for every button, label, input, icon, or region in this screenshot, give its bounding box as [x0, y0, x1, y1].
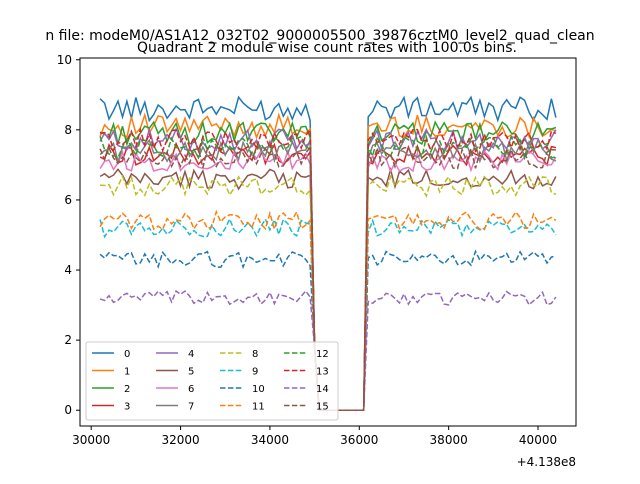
chart-title: Quadrant 2 module wise count rates with …	[137, 40, 517, 56]
y-tick-label: 2	[64, 333, 72, 347]
y-tick-label: 0	[64, 403, 72, 417]
legend-label-6: 6	[188, 384, 194, 395]
figure-suptitle: n file: modeM0/AS1A12_032T02_9000005500_…	[45, 28, 594, 44]
legend-box	[85, 341, 339, 421]
legend-label-5: 5	[188, 367, 194, 378]
y-axis: 0 2 4 6 8 10	[57, 53, 80, 417]
legend-label-14: 14	[316, 384, 329, 395]
legend-label-2: 2	[124, 384, 130, 395]
legend-label-8: 8	[252, 349, 258, 360]
legend-label-7: 7	[188, 402, 194, 413]
x-axis: 30000 32000 34000 36000 38000 40000	[72, 426, 557, 447]
legend-label-1: 1	[124, 367, 130, 378]
x-offset-label: +4.138e8	[517, 455, 576, 469]
legend-label-3: 3	[124, 402, 130, 413]
legend-label-15: 15	[316, 402, 329, 413]
legend-label-12: 12	[316, 349, 329, 360]
legend-label-9: 9	[252, 367, 258, 378]
x-tick-label: 30000	[72, 433, 110, 447]
legend-label-10: 10	[252, 384, 265, 395]
series-line-12	[99, 134, 556, 411]
legend-label-4: 4	[188, 349, 194, 360]
y-tick-label: 8	[64, 123, 72, 137]
x-tick-label: 32000	[161, 433, 199, 447]
series-line-8	[100, 174, 557, 411]
x-tick-label: 34000	[251, 433, 289, 447]
y-tick-label: 10	[57, 53, 72, 67]
y-tick-label: 6	[64, 193, 72, 207]
plot-frame	[79, 57, 577, 427]
y-tick-label: 4	[64, 263, 72, 277]
x-tick-label: 36000	[340, 433, 378, 447]
legend-label-11: 11	[252, 402, 265, 413]
legend-label-13: 13	[316, 367, 329, 378]
legend-label-0: 0	[124, 349, 130, 360]
x-tick-label: 38000	[430, 433, 468, 447]
x-tick-label: 40000	[519, 433, 557, 447]
